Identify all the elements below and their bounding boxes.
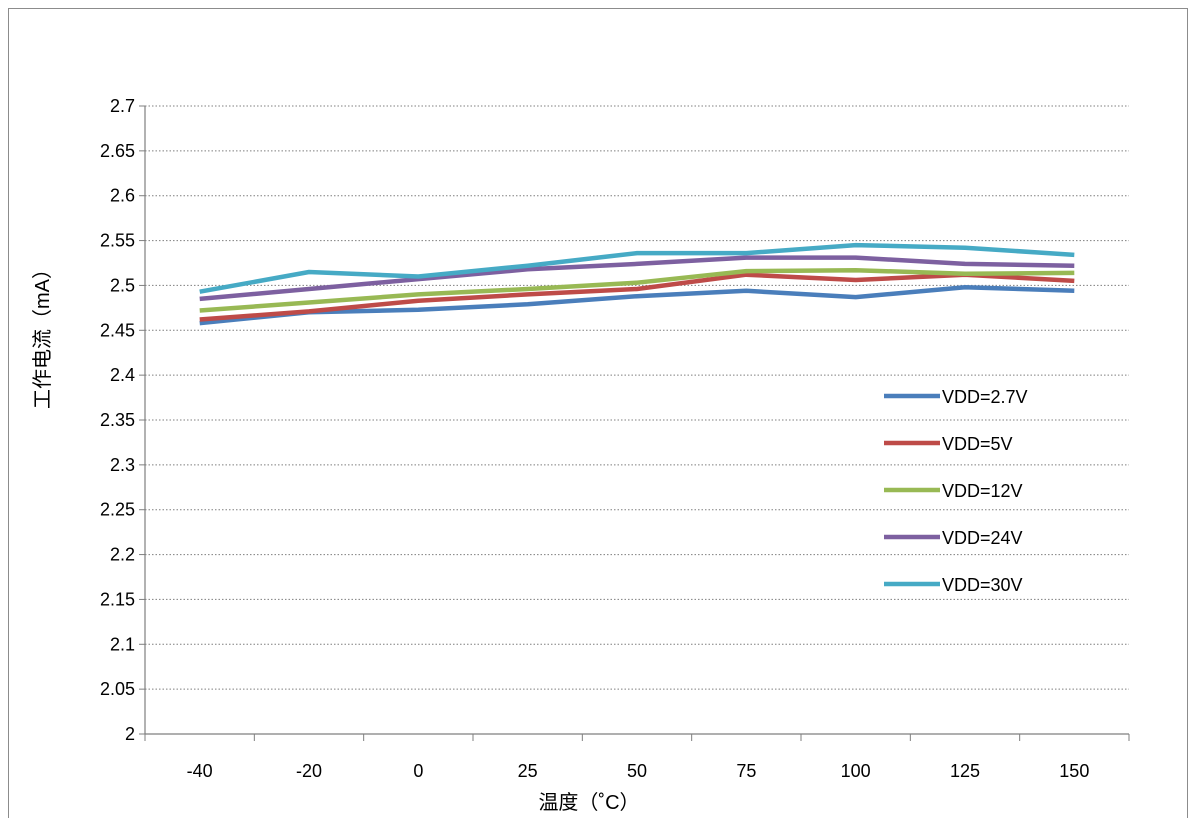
y-tick-label: 2.6	[110, 186, 135, 206]
series-line-vdd-5v	[199, 272, 1075, 322]
y-tick-label: 2.25	[100, 500, 135, 520]
series-line-vdd-30v	[199, 242, 1075, 294]
y-tick-label: 2.2	[110, 545, 135, 565]
series-line-vdd-12v	[199, 267, 1075, 313]
y-tick-label: 2.3	[110, 455, 135, 475]
y-tick-label: 2.45	[100, 320, 135, 340]
y-tick-label: 2.35	[100, 410, 135, 430]
y-tick-label: 2.55	[100, 231, 135, 251]
y-tick-label: 2.65	[100, 141, 135, 161]
series-lines	[199, 242, 1075, 326]
y-tick-label: 2.05	[100, 679, 135, 699]
legend-label: VDD=5V	[942, 434, 1013, 454]
y-tick-label: 2.1	[110, 634, 135, 654]
x-tick-label: 0	[413, 761, 423, 781]
x-tick-label: 75	[736, 761, 756, 781]
x-tick-label: 25	[518, 761, 538, 781]
x-tick-label: 100	[841, 761, 871, 781]
x-tick-label: -20	[296, 761, 322, 781]
y-axis-title: 工作电流（mA）	[31, 259, 54, 409]
legend-label: VDD=12V	[942, 481, 1023, 501]
x-tick-label: 150	[1059, 761, 1089, 781]
legend-label: VDD=2.7V	[942, 387, 1028, 407]
x-tick-label: 125	[950, 761, 980, 781]
x-tick-label: -40	[187, 761, 213, 781]
legend-label: VDD=30V	[942, 575, 1023, 595]
x-tick-label: 50	[627, 761, 647, 781]
legend-label: VDD=24V	[942, 528, 1023, 548]
x-axis-title: 温度（˚C）	[538, 791, 639, 814]
y-tick-label: 2	[125, 724, 135, 744]
series-line-vdd-2-7v	[199, 284, 1075, 326]
chart-frame: 2 2.05 2.1 2.15 2.2 2.25 2.3 2.35 2.4 2.45 2.5 2.55…	[8, 8, 1188, 818]
y-tick-label: 2.7	[110, 96, 135, 116]
axes: 2 2.05 2.1 2.15 2.2 2.25 2.3 2.35 2.4 2.45 2.5 2.55…	[100, 96, 1130, 781]
y-tick-label: 2.5	[110, 275, 135, 295]
y-tick-label: 2.15	[100, 589, 135, 609]
line-chart: 2 2.05 2.1 2.15 2.2 2.25 2.3 2.35 2.4 2.45 2.5 2.55…	[31, 96, 1130, 814]
series-line-vdd-24v	[199, 255, 1075, 302]
y-tick-label: 2.4	[110, 365, 135, 385]
legend: VDD=2.7V VDD=5V VDD=12V VDD=24V VDD=30V	[884, 387, 1028, 595]
